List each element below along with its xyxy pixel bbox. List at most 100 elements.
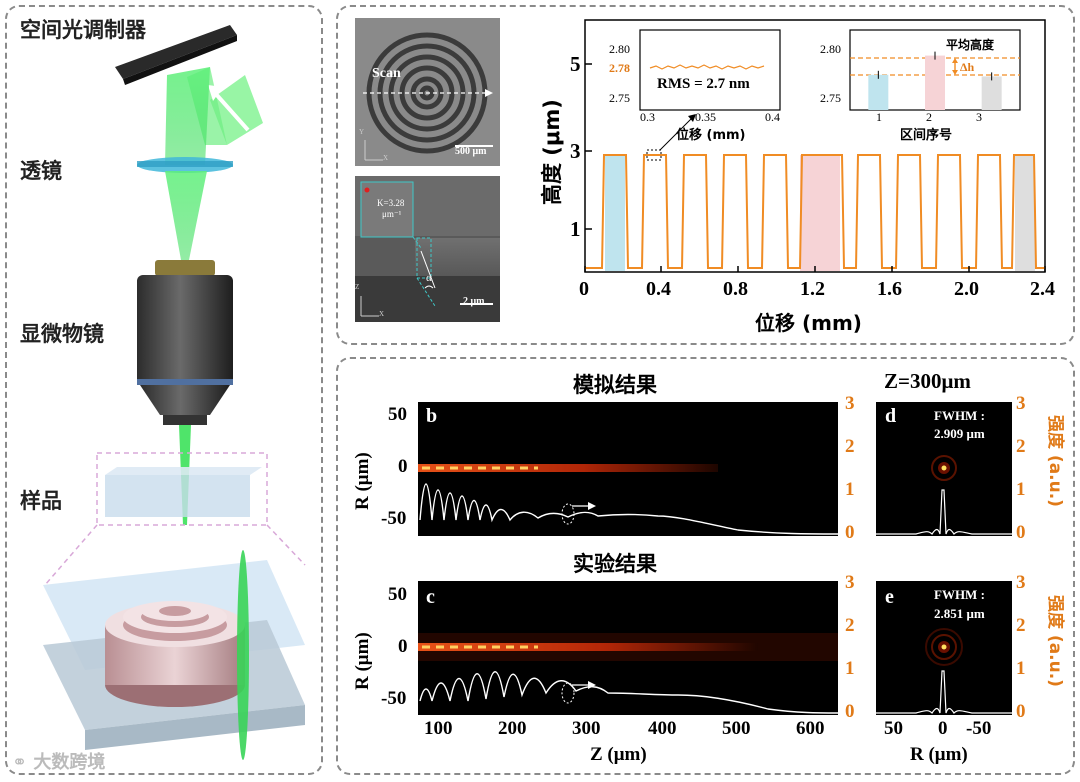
inset2-xtick-2: 2 [926,110,932,124]
r-tick-b-0: 0 [398,456,408,477]
intensity-label-d: 强度 (a.u.) [1045,415,1065,507]
inset2-ytick-bot: 2.75 [820,91,841,105]
bessel-beam [237,550,249,760]
profile-panel [336,5,1075,345]
inset2-dh: Δh [960,60,975,74]
panel-c-label: c [426,586,435,608]
inset1-ytick-bot: 2.75 [609,91,630,105]
setup-panel [5,5,323,775]
profile-ylabel: 高度 (μm) [540,99,564,205]
z-tick-600: 600 [796,718,825,739]
int-tick-d-1: 1 [1016,479,1026,500]
map-e [876,581,1012,715]
int-tick-e-0: 0 [1016,701,1026,722]
int-tick-b-1: 1 [845,479,855,500]
inset1-xlabel: 位移 (mm) [676,128,746,143]
profile-ytick-1: 1 [570,217,581,241]
inset1-xtick-1: 0.3 [640,110,655,124]
sem-top-axis-y: Y [359,128,365,136]
inset2-xlabel: 区间序号 [900,128,953,143]
height-profile-line [585,154,1045,269]
inset2-xtick-3: 3 [976,110,982,124]
sem-bottom-image [355,176,500,322]
profile-xtick-2.0: 2.0 [954,278,979,300]
profile-xtick-0.8: 0.8 [723,278,748,300]
lens-label: 透镜 [20,159,62,183]
watermark-text: 大数跨境 [33,752,106,773]
z-tick-300: 300 [572,718,601,739]
sample-label: 样品 [20,489,62,513]
int-tick-e-3: 3 [1016,572,1026,593]
int-tick-d-2: 2 [1016,436,1026,457]
profile-xtick-2.4: 2.4 [1030,278,1055,300]
sample-block [105,475,250,517]
profile-xtick-1.2: 1.2 [800,278,825,300]
z-tick-500: 500 [722,718,751,739]
objective-icon [155,260,215,276]
sem-scan-label: Scan [372,66,401,81]
profile-xlabel: 位移 (mm) [755,311,862,335]
int-tick-d-3: 3 [1016,393,1026,414]
inset2-bar-2 [925,55,945,110]
panel-b-label: b [426,405,438,427]
inset2-ytick-top: 2.80 [820,42,841,56]
map-c [418,581,838,715]
map-e-profile [876,670,1012,714]
profile-chart [584,19,1046,273]
fwhm-d-value: 2.909 μm [934,426,985,441]
int-tick-c-2: 2 [845,615,855,636]
r-tick-b-50: 50 [388,404,407,425]
inset1-rms: RMS = 2.7 nm [657,76,750,92]
sem-bottom-axis-z: Z [355,283,360,291]
map-d [876,402,1012,536]
r-label-c: R (μm) [352,632,373,690]
inset1-xtick-2: 0.35 [695,110,716,124]
int-tick-b-0: 0 [845,522,855,543]
slm-label: 空间光调制器 [20,18,146,42]
r-tick-c-0: 0 [398,636,408,657]
z-tick-100: 100 [424,718,453,739]
inset2-legend: 平均高度 [946,38,995,52]
profile-xtick-1.6: 1.6 [877,278,902,300]
setup-illustration [43,25,306,760]
r-bottom-tick-0: 0 [938,718,948,739]
int-tick-c-3: 3 [845,572,855,593]
inset2-xtick-1: 1 [876,110,882,124]
slm-device [115,25,237,79]
int-tick-b-3: 3 [845,393,855,414]
profile-ytick-3: 3 [570,139,581,163]
profile-ytick-5: 5 [570,52,581,76]
int-tick-d-0: 0 [1016,522,1026,543]
objective-label: 显微物镜 [20,322,104,346]
int-tick-b-2: 2 [845,436,855,457]
inset1-line [649,64,765,70]
sem-top-scalebar: 500 μm [455,146,487,157]
r-bottom-tick--50: -50 [966,718,992,739]
map-b-profile [419,483,838,535]
map-c-profile [419,671,838,714]
profile-xtick-0: 0 [579,278,589,300]
map-b [418,402,838,536]
r-tick-c-50: 50 [388,584,407,605]
z-tick-200: 200 [498,718,527,739]
beam-panel [336,357,1075,775]
int-tick-c-1: 1 [845,658,855,679]
sem-top-image [355,18,500,166]
int-tick-e-1: 1 [1016,658,1026,679]
title-z300: Z=300μm [884,369,971,393]
inset1-ytick-mid: 2.78 [609,61,630,75]
fwhm-d-label: FWHM : [934,408,985,423]
fwhm-e-label: FWHM : [934,587,985,602]
watermark-icon: ⚭ [12,752,28,773]
sem-alpha-label: α [426,272,432,284]
incoming-beam [210,75,263,145]
intensity-label-e: 强度 (a.u.) [1045,595,1065,687]
r-bottom-tick-50: 50 [884,718,903,739]
int-tick-c-0: 0 [845,701,855,722]
inset2-bar-3 [981,76,1002,110]
r-tick-b--50: -50 [381,508,407,529]
sem-bottom-axis-x: X [379,310,385,318]
watermark: ⚭ 大数跨境 [12,748,105,774]
sem-k-label-1: K=3.28 [377,198,405,208]
profile-xtick-0.4: 0.4 [646,278,671,300]
